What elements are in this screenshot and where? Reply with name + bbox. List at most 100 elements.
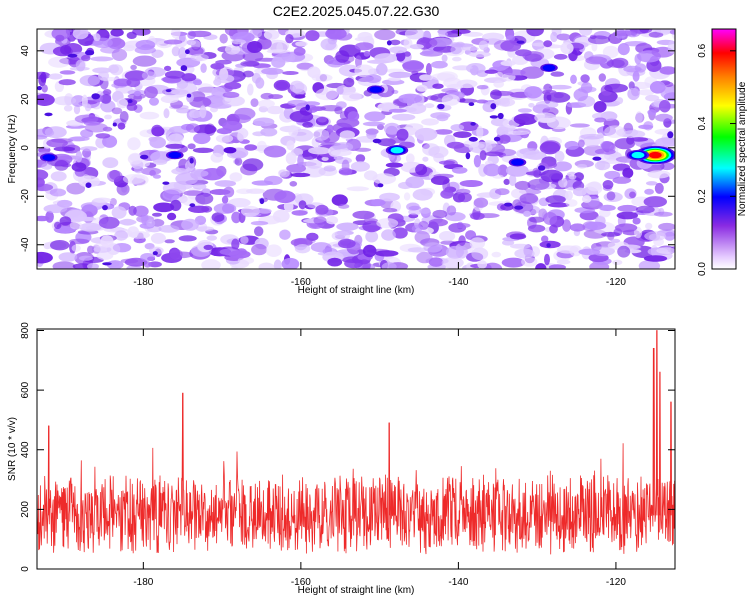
heatmap-cell <box>616 97 624 105</box>
heatmap-cell <box>167 212 177 221</box>
heatmap-cell <box>346 186 369 192</box>
heatmap-cell <box>273 259 282 269</box>
heatmap-cell <box>224 81 242 90</box>
heatmap-cell <box>497 164 509 178</box>
heatmap-cell <box>602 180 614 190</box>
heatmap-cell <box>48 73 63 80</box>
heatmap-cell <box>468 136 478 142</box>
heatmap-cell <box>576 164 588 169</box>
heatmap-cell <box>556 245 579 254</box>
heatmap-cell <box>75 150 83 163</box>
heatmap-cell <box>285 34 294 44</box>
heatmap-cell <box>234 107 256 120</box>
heatmap-cell <box>325 216 339 225</box>
heatmap-cell <box>415 163 428 176</box>
heatmap-cell <box>513 201 534 214</box>
heatmap-cell <box>357 31 373 42</box>
heatmap-cell <box>612 176 632 184</box>
heatmap-cell <box>495 188 510 196</box>
heatmap-cell <box>599 204 616 211</box>
heatmap-cell <box>458 235 466 247</box>
heatmap-cell <box>53 96 77 106</box>
heatmap-cell <box>519 193 539 205</box>
heatmap-cell <box>363 218 378 224</box>
heatmap-cell <box>355 55 362 69</box>
heatmap-cell <box>189 96 212 108</box>
heatmap-cell <box>306 159 323 169</box>
heatmap-cell <box>181 218 199 231</box>
heatmap-cell <box>507 130 530 136</box>
heatmap-cell <box>347 111 360 122</box>
heatmap-cell <box>389 39 401 46</box>
heatmap-cell <box>372 173 397 185</box>
heatmap-cell <box>286 140 295 151</box>
heatmap-cell <box>186 93 192 98</box>
heatmap-cell <box>497 112 504 120</box>
x-tick-label: -180 <box>133 577 153 588</box>
heatmap-cell <box>132 55 157 67</box>
heatmap-cell <box>71 244 81 252</box>
heatmap-cell <box>473 154 481 168</box>
heatmap-cell <box>178 235 197 242</box>
heatmap-cell <box>601 141 615 152</box>
heatmap-cell <box>103 89 112 96</box>
heatmap-cell <box>604 83 628 93</box>
heatmap-cell <box>102 135 118 148</box>
heatmap-cell <box>355 135 378 143</box>
heatmap-cell <box>216 128 232 135</box>
heatmap-cell <box>638 124 654 130</box>
heatmap-cell <box>104 114 112 120</box>
snr-panel: -180 -160 -140 -120 0 200 400 600 800 Height of … <box>7 322 676 596</box>
colorbar-label: Normalized spectral amplitude <box>737 81 748 216</box>
heatmap-cell <box>388 71 413 78</box>
heatmap-cell <box>585 56 608 65</box>
heatmap-cell <box>37 251 53 264</box>
heatmap-cell <box>58 252 78 262</box>
heatmap-cell <box>37 177 45 188</box>
heatmap-cell <box>98 71 109 81</box>
heatmap-cell <box>634 53 642 65</box>
y-tick-label: 400 <box>20 441 31 458</box>
heatmap-cell <box>192 183 207 190</box>
heatmap-cell <box>562 219 572 232</box>
heatmap-cell <box>78 175 100 188</box>
heatmap-cell <box>59 216 72 226</box>
heatmap-cell <box>185 49 190 55</box>
heatmap-cell <box>441 88 459 93</box>
heatmap-cell <box>363 170 378 181</box>
heatmap-cell <box>37 86 42 91</box>
heatmap-cell <box>389 46 407 54</box>
heatmap-cell <box>538 208 548 220</box>
heatmap-cell <box>214 180 237 187</box>
heatmap-cell <box>493 80 505 88</box>
heatmap-cell <box>381 262 397 269</box>
heatmap-cell <box>446 141 465 149</box>
heatmap-cell <box>528 103 535 108</box>
heatmap-cell <box>517 108 532 113</box>
heatmap-cell <box>647 109 657 116</box>
heatmap-cell <box>617 245 631 258</box>
heatmap-cell <box>92 67 112 74</box>
heatmap-cell <box>119 111 129 123</box>
heatmap-cell <box>323 165 336 172</box>
heatmap-cell <box>58 79 76 86</box>
heatmap-cell <box>463 139 480 148</box>
heatmap-cell <box>376 218 399 229</box>
heatmap-cell <box>638 259 661 269</box>
y-tick-label: 200 <box>20 501 31 518</box>
heatmap-cell <box>535 100 559 109</box>
heatmap-cell <box>297 154 304 167</box>
heatmap-cell <box>259 198 265 205</box>
heatmap-cell <box>206 235 218 241</box>
heatmap-cell <box>63 105 73 112</box>
heatmap-cell <box>281 257 300 269</box>
x-tick-label: -120 <box>606 277 626 288</box>
heatmap-cell <box>123 44 135 52</box>
heatmap-cell <box>362 121 386 127</box>
heatmap-cell <box>569 123 590 128</box>
heatmap-cell <box>163 108 170 119</box>
heatmap-cell <box>283 200 294 213</box>
heatmap-cell <box>616 211 638 220</box>
heatmap-cell <box>580 133 604 140</box>
heatmap-cell <box>153 202 175 213</box>
